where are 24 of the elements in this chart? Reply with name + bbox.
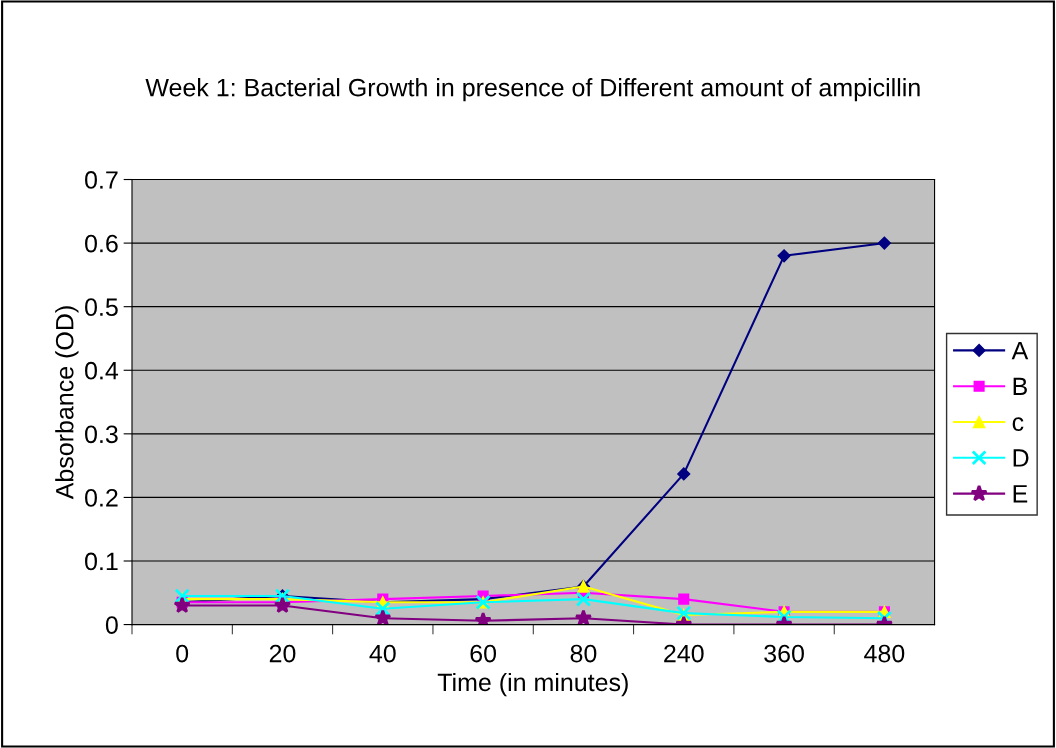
legend-label: B xyxy=(1013,377,1027,395)
chart-title: Week 1: Bacterial Growth in presence of Different amount of ampicillin xyxy=(145,78,920,102)
x-tick-label: 20 xyxy=(269,644,296,663)
y-tick-label: 0 xyxy=(105,616,118,634)
y-tick-label: 0.6 xyxy=(85,234,118,253)
x-tick-label: 60 xyxy=(470,644,497,663)
legend-label: A xyxy=(1011,341,1029,360)
y-tick-label: 0.3 xyxy=(85,425,118,444)
x-tick-label: 0 xyxy=(176,644,189,663)
y-tick-label: 0.7 xyxy=(85,171,118,189)
x-axis-title: Time (in minutes) xyxy=(437,672,628,697)
x-tick-label: 80 xyxy=(570,644,597,663)
legend-label: c xyxy=(1012,417,1024,432)
legend-label: D xyxy=(1013,449,1029,467)
x-tick-label: 40 xyxy=(369,644,396,663)
y-tick-label: 0.5 xyxy=(85,298,118,316)
x-tick-label: 480 xyxy=(864,644,905,663)
y-tick-label: 0.1 xyxy=(85,552,118,571)
x-tick-label: 240 xyxy=(664,644,704,663)
legend-label: E xyxy=(1013,485,1028,503)
y-tick-label: 0.4 xyxy=(85,361,119,380)
y-axis-title: Absorbance (OD) xyxy=(55,306,79,500)
x-tick-label: 360 xyxy=(764,644,804,663)
y-tick-label: 0.2 xyxy=(85,489,118,507)
